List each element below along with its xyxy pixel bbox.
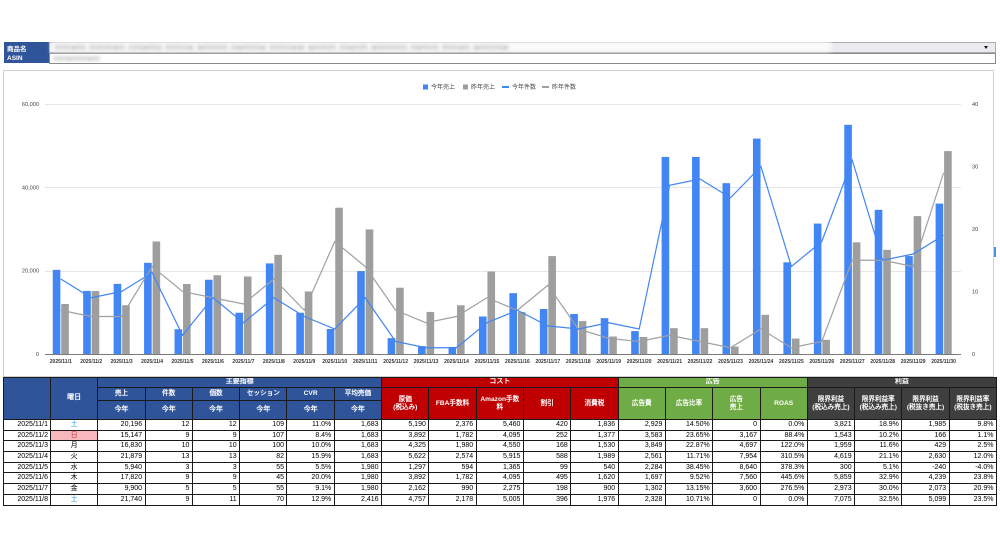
svg-text:今年売上: 今年売上 (431, 83, 455, 91)
svg-text:2025/11/25: 2025/11/25 (779, 359, 804, 365)
svg-text:昨年売上: 昨年売上 (471, 83, 495, 91)
svg-text:2025/11/29: 2025/11/29 (901, 359, 926, 365)
svg-text:30: 30 (972, 165, 978, 171)
svg-text:2025/11/9: 2025/11/9 (293, 359, 315, 365)
svg-text:40: 40 (972, 102, 978, 108)
svg-text:20: 20 (972, 227, 978, 233)
svg-text:2025/11/4: 2025/11/4 (141, 359, 163, 365)
svg-text:2025/11/22: 2025/11/22 (688, 359, 713, 365)
svg-text:2025/11/28: 2025/11/28 (870, 359, 895, 365)
svg-text:2025/11/23: 2025/11/23 (718, 359, 743, 365)
svg-text:2025/11/15: 2025/11/15 (475, 359, 500, 365)
svg-text:20,000: 20,000 (22, 269, 39, 275)
svg-text:2025/11/7: 2025/11/7 (232, 359, 254, 365)
svg-text:2025/11/20: 2025/11/20 (627, 359, 652, 365)
svg-text:2025/11/18: 2025/11/18 (566, 359, 591, 365)
svg-text:2025/11/1: 2025/11/1 (50, 359, 72, 365)
svg-text:2025/11/17: 2025/11/17 (535, 359, 560, 365)
svg-text:2025/11/6: 2025/11/6 (202, 359, 224, 365)
svg-text:40,000: 40,000 (22, 185, 39, 191)
svg-text:2025/11/13: 2025/11/13 (414, 359, 439, 365)
svg-text:2025/11/12: 2025/11/12 (383, 359, 408, 365)
svg-text:60,000: 60,000 (22, 102, 39, 108)
svg-text:2025/11/24: 2025/11/24 (749, 359, 774, 365)
svg-text:2025/11/19: 2025/11/19 (596, 359, 621, 365)
svg-text:2025/11/3: 2025/11/3 (111, 359, 133, 365)
svg-text:昨年件数: 昨年件数 (552, 83, 576, 91)
svg-text:2025/11/16: 2025/11/16 (505, 359, 530, 365)
svg-text:2025/11/27: 2025/11/27 (840, 359, 865, 365)
svg-text:2025/11/26: 2025/11/26 (809, 359, 834, 365)
svg-text:2025/11/21: 2025/11/21 (657, 359, 682, 365)
svg-text:2025/11/14: 2025/11/14 (444, 359, 469, 365)
svg-text:0: 0 (972, 352, 975, 358)
svg-text:10: 10 (972, 290, 978, 296)
svg-text:今年件数: 今年件数 (512, 83, 536, 91)
svg-text:2025/11/11: 2025/11/11 (353, 359, 378, 365)
svg-text:2025/11/10: 2025/11/10 (322, 359, 347, 365)
svg-text:0: 0 (36, 352, 39, 358)
svg-text:2025/11/8: 2025/11/8 (263, 359, 285, 365)
svg-text:2025/11/2: 2025/11/2 (80, 359, 102, 365)
svg-text:2025/11/30: 2025/11/30 (931, 359, 956, 365)
svg-text:2025/11/5: 2025/11/5 (172, 359, 194, 365)
